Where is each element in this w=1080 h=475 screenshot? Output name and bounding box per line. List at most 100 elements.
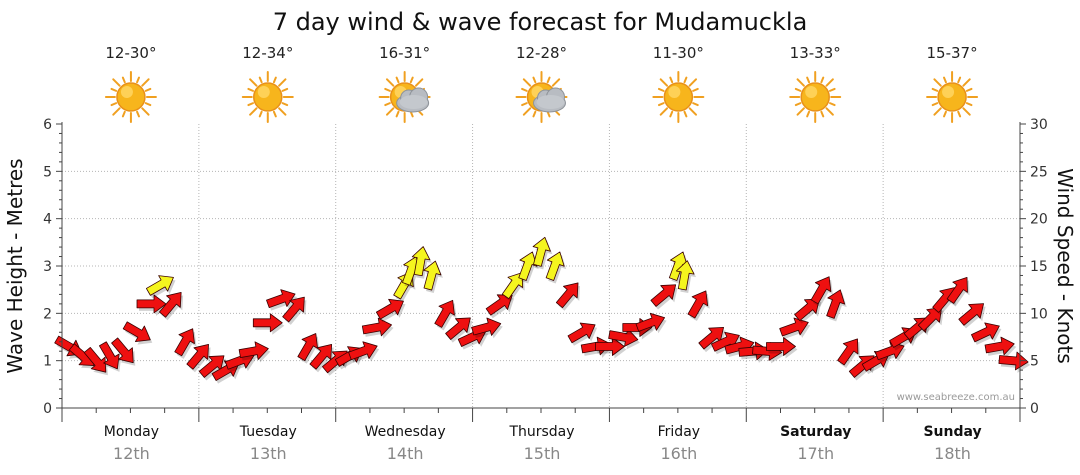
sun-ray xyxy=(414,78,424,87)
wind-arrow-shape xyxy=(826,289,846,319)
sun-highlight xyxy=(257,86,270,98)
chart-title: 7 day wind & wave forecast for Mudamuckl… xyxy=(273,8,808,36)
wind-arrow xyxy=(83,347,108,376)
wind-arrow xyxy=(145,275,176,299)
sun-highlight xyxy=(942,86,955,98)
wind-arrow-shape xyxy=(675,260,695,291)
wind-arrow xyxy=(837,338,860,368)
sun-ray xyxy=(278,107,287,116)
wind-arrow-shape xyxy=(361,317,392,337)
sun-icon xyxy=(926,71,979,123)
wind-arrow-shape xyxy=(635,312,665,332)
sun-ray xyxy=(657,102,665,107)
sun-ray xyxy=(933,78,942,87)
sun-ray xyxy=(943,76,947,84)
wind-arrow-shape xyxy=(159,292,182,318)
sun-ray xyxy=(258,76,263,84)
y-left-tick-label: 0 xyxy=(43,401,52,417)
y-right-tick-label: 15 xyxy=(1030,259,1048,275)
sun-ray xyxy=(522,78,532,87)
sun-ray xyxy=(825,78,834,87)
sun-ray xyxy=(121,110,126,118)
sun-ray xyxy=(962,78,971,87)
sun-ray xyxy=(806,76,811,84)
wind-arrow xyxy=(958,303,986,329)
sun-ray xyxy=(659,78,669,87)
wind-arrow xyxy=(159,292,184,321)
wind-arrow xyxy=(238,341,271,363)
wind-arrow-shape xyxy=(917,307,943,332)
sun-ray xyxy=(683,110,688,118)
sun-disc xyxy=(937,82,967,112)
wind-arrow-shape xyxy=(282,296,305,323)
wind-arrow-shape xyxy=(348,341,378,361)
sun-ray xyxy=(384,87,391,92)
temperature-range: 13-33° xyxy=(790,44,841,62)
sun-ray xyxy=(522,107,532,116)
sun-ray xyxy=(110,102,118,107)
wind-arrow xyxy=(766,337,798,359)
wind-arrow xyxy=(411,246,432,279)
sun-ray xyxy=(794,102,802,107)
sun-disc xyxy=(253,82,283,112)
wind-arrow-shape xyxy=(122,321,151,342)
left-axis-title: Wave Height - Metres xyxy=(3,158,27,373)
sun-ray xyxy=(532,76,537,84)
sun-ray xyxy=(272,76,277,84)
y-left-tick-label: 2 xyxy=(43,306,52,322)
sun-ray xyxy=(521,87,528,92)
wind-arrow xyxy=(917,307,944,334)
wind-arrow xyxy=(984,336,1017,358)
sun-ray xyxy=(281,87,289,92)
sun-ray xyxy=(943,110,947,118)
sun-ray xyxy=(546,76,551,84)
wind-arrow-shape xyxy=(145,275,174,296)
wind-arrow-shape xyxy=(794,298,820,322)
sun-ray xyxy=(272,110,277,118)
wind-arrow xyxy=(434,299,457,331)
sun-ray xyxy=(395,110,400,118)
wind-arrow xyxy=(675,260,697,293)
y-right-tick-label: 25 xyxy=(1030,164,1048,180)
wind-arrow xyxy=(266,289,298,311)
sun-disc xyxy=(116,82,146,112)
wind-arrow-shape xyxy=(99,341,120,370)
sun-ray xyxy=(409,110,414,118)
wind-arrow-shape xyxy=(532,236,551,267)
y-right-tick-label: 20 xyxy=(1030,212,1048,228)
wind-arrow-shape xyxy=(186,344,209,370)
wind-arrow xyxy=(826,289,847,322)
sun-ray xyxy=(825,107,834,116)
wind-arrow-shape xyxy=(434,299,455,328)
wind-arrow-shape xyxy=(875,341,905,361)
sun-ray xyxy=(141,78,150,87)
sun-ray xyxy=(395,76,400,84)
partly-cloudy-icon xyxy=(515,71,568,123)
wind-arrow xyxy=(186,344,211,373)
wind-arrow xyxy=(445,317,473,343)
day-date-label: 14th xyxy=(387,444,424,463)
sun-ray xyxy=(385,78,395,87)
sun-ray xyxy=(385,107,395,116)
sun-ray xyxy=(806,110,811,118)
daily-weather-row: 12-30° 12-34° 16-31° 12-28° 11-30° 13-33° 15-3… xyxy=(104,44,979,123)
sun-ray xyxy=(136,76,140,84)
wind-arrow xyxy=(971,322,1002,345)
sun-ray xyxy=(796,78,805,87)
wind-arrow-shape xyxy=(485,294,513,316)
sun-ray xyxy=(121,76,126,84)
day-name-label: Wednesday xyxy=(365,424,446,440)
wind-arrow-shape xyxy=(111,337,134,364)
sun-ray xyxy=(957,76,962,84)
wind-arrow-shape xyxy=(984,336,1015,356)
wind-arrow xyxy=(375,298,406,323)
sun-ray xyxy=(521,102,528,107)
partly-cloudy-icon xyxy=(378,71,431,123)
sun-ray xyxy=(278,78,287,87)
sun-ray xyxy=(110,87,118,92)
sun-icon xyxy=(241,71,294,123)
sun-ray xyxy=(281,102,289,107)
sun-ray xyxy=(112,107,121,116)
sun-ray xyxy=(828,87,836,92)
wind-arrow-shape xyxy=(174,328,195,357)
